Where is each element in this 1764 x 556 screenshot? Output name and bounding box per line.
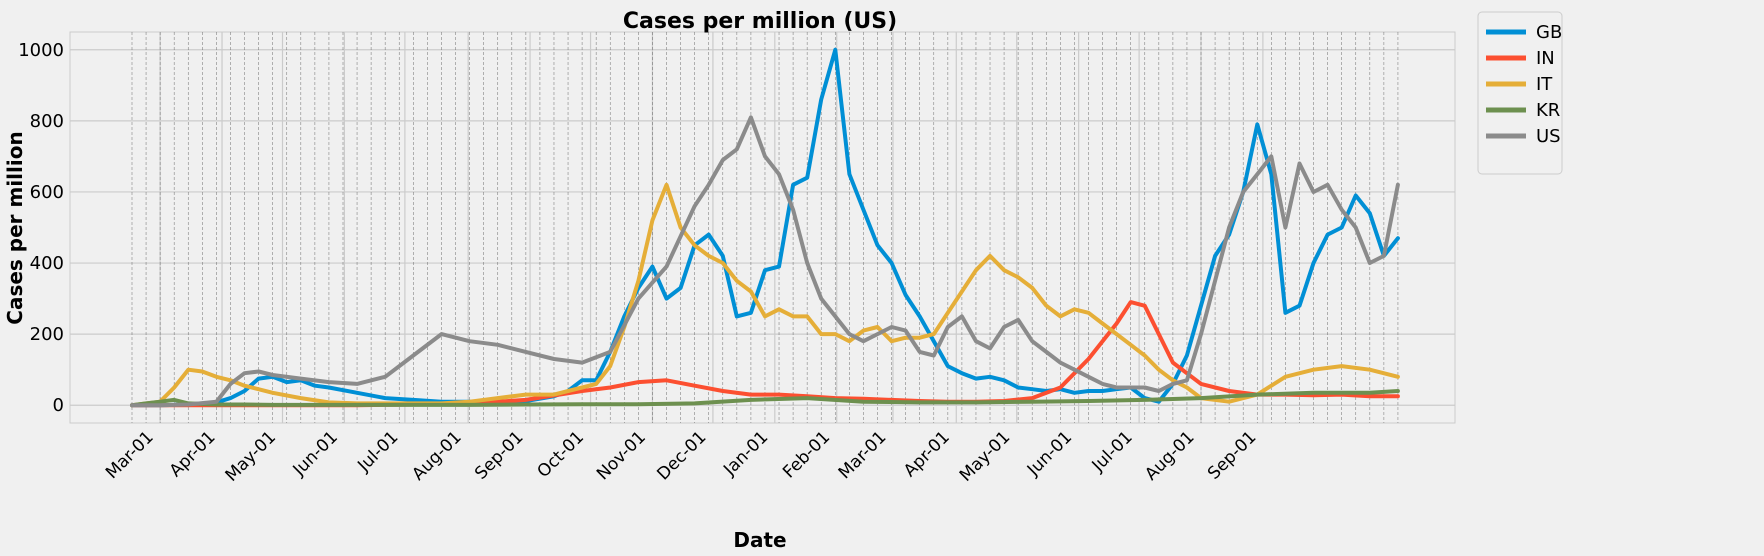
chart-title: Cases per million (US) xyxy=(623,9,897,34)
x-tick-label: Mar-01 xyxy=(102,427,158,483)
x-axis: Mar-01 Apr-01 May-01 Jun-01 Jul-01 Aug-01 Sep-… xyxy=(102,427,1260,485)
x-tick-label: May-01 xyxy=(222,427,280,485)
series-lines xyxy=(130,47,1400,408)
x-tick-label: Aug-01 xyxy=(1141,427,1198,484)
x-tick-label: May-01 xyxy=(956,427,1014,485)
x-tick-label: Jul-01 xyxy=(353,427,402,476)
x-tick-label: Oct-01 xyxy=(534,427,589,482)
legend-label-us: US xyxy=(1536,126,1561,147)
weekly-lines xyxy=(131,32,1399,423)
y-axis-title: Cases per million xyxy=(3,131,27,324)
legend: GB IN IT KR US xyxy=(1477,11,1563,175)
y-tick-label: 0 xyxy=(53,395,64,416)
x-tick-label: Apr-01 xyxy=(166,427,220,481)
x-tick-label: Jul-01 xyxy=(1088,427,1137,476)
x-axis-title: Date xyxy=(733,528,786,552)
x-tick-label: Aug-01 xyxy=(408,427,465,484)
legend-label-gb: GB xyxy=(1536,22,1562,43)
y-tick-label: 1000 xyxy=(18,40,64,61)
y-axis: 0 200 400 600 800 1000 xyxy=(18,40,64,416)
legend-label-in: IN xyxy=(1536,48,1555,69)
legend-label-it: IT xyxy=(1536,74,1553,95)
x-tick-label: Apr-01 xyxy=(900,427,954,481)
x-tick-label: Jan-01 xyxy=(719,427,772,480)
x-tick-label: Jun-01 xyxy=(1023,427,1076,480)
x-tick-label: Feb-01 xyxy=(779,427,834,482)
x-tick-label: Mar-01 xyxy=(835,427,891,483)
x-tick-label: Dec-01 xyxy=(653,427,710,484)
plot-area xyxy=(69,31,1456,424)
legend-label-kr: KR xyxy=(1536,100,1560,121)
x-tick-label: Jun-01 xyxy=(289,427,342,480)
x-tick-label: Sep-01 xyxy=(1204,427,1260,483)
y-tick-label: 600 xyxy=(30,182,64,203)
y-tick-label: 400 xyxy=(30,253,64,274)
series-line-gb xyxy=(130,47,1400,408)
x-tick-label: Nov-01 xyxy=(593,427,650,484)
y-tick-label: 200 xyxy=(30,324,64,345)
y-tick-label: 800 xyxy=(30,111,64,132)
x-tick-label: Sep-01 xyxy=(471,427,527,483)
series-line-us xyxy=(130,115,1400,408)
